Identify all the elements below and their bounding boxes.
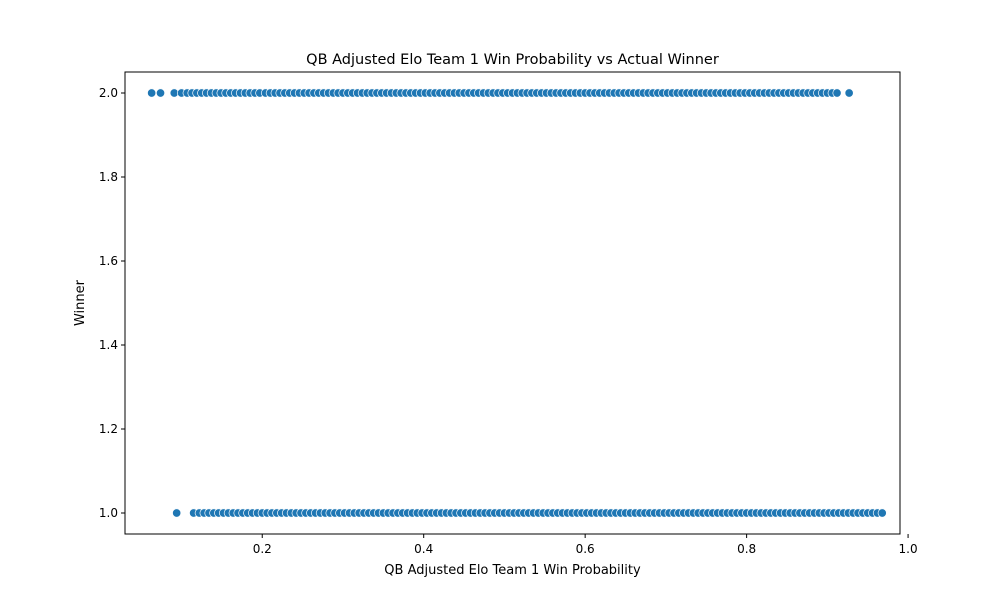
x-tick-label: 0.2	[253, 542, 272, 556]
y-tick-label: 2.0	[99, 86, 118, 100]
y-tick-label: 1.8	[99, 170, 118, 184]
scatter-point	[832, 88, 842, 98]
chart-title: QB Adjusted Elo Team 1 Win Probability v…	[306, 52, 719, 68]
scatter-point	[155, 88, 166, 98]
scatter-point	[844, 88, 854, 98]
scatter-point	[147, 88, 157, 98]
y-axis-label: Winner	[73, 279, 88, 326]
y-tick-label: 1.4	[99, 338, 118, 352]
y-tick-label: 1.0	[99, 506, 118, 520]
x-tick-label: 0.4	[414, 542, 433, 556]
x-tick-label: 0.8	[737, 542, 756, 556]
x-tick-label: 0.6	[576, 542, 595, 556]
axis-ticks: 0.2 0.4 0.6 0.8 1.0 1.0 1.2 1.4 1.6 1.8 2.0	[99, 86, 918, 556]
y-tick-label: 1.2	[99, 422, 118, 436]
x-axis-label: QB Adjusted Elo Team 1 Win Probability	[384, 563, 641, 578]
scatter-point	[172, 508, 182, 518]
x-tick-label: 1.0	[899, 542, 918, 556]
data-points	[147, 88, 887, 518]
y-tick-label: 1.6	[99, 254, 118, 268]
plot-area-frame	[124, 71, 901, 535]
scatter-point	[877, 508, 887, 518]
